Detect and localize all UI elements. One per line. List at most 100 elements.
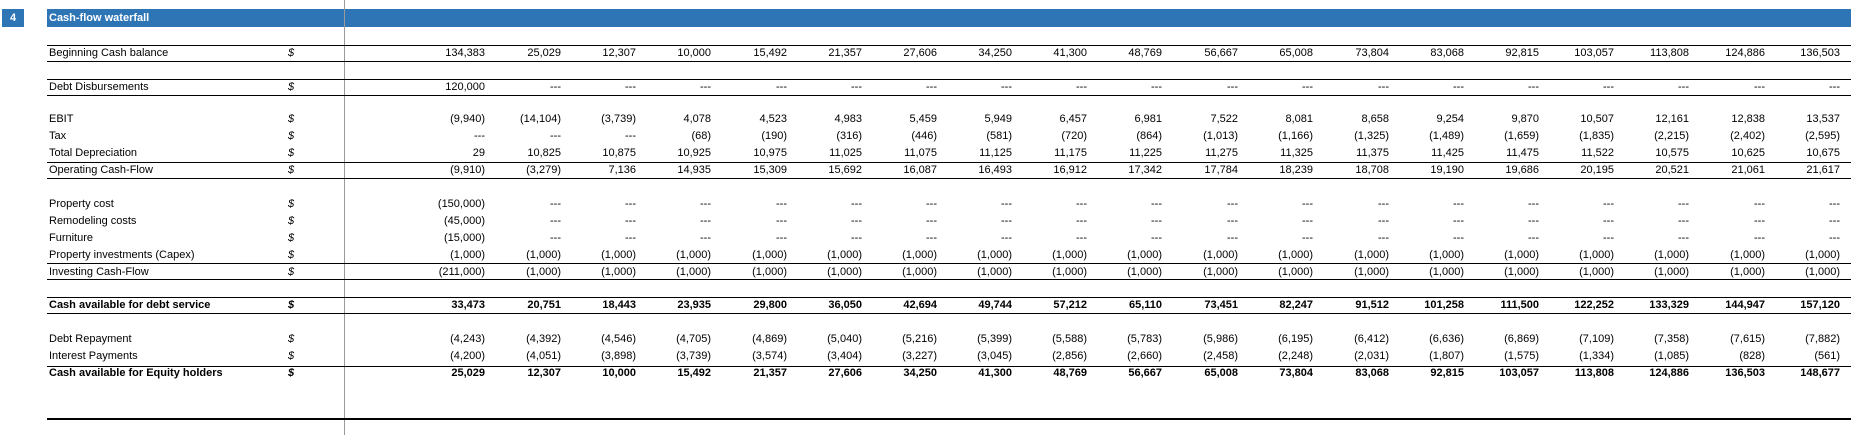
rule: [47, 79, 1851, 80]
value-cell: (7,882): [1805, 333, 1840, 345]
table-row-interest-payments: Interest Payments $ (4,200) (4,051) (3,898) (…: [0, 348, 1851, 364]
table-row-total-depreciation: Total Depreciation $29 10,825 10,875 10,925 1…: [0, 145, 1851, 161]
value-cell: 27,606: [903, 47, 937, 59]
row-label: Beginning Cash balance: [49, 47, 169, 59]
value-cell: ---: [1528, 215, 1539, 227]
value-cell: ---: [1678, 232, 1689, 244]
value-cell: (2,402): [1730, 130, 1765, 142]
value-cell: (5,588): [1052, 333, 1087, 345]
value-cell: 11,125: [979, 147, 1012, 159]
rule: [47, 45, 1851, 46]
value-cell: 113,808: [1650, 47, 1689, 59]
table-row-furniture: Furniture $ (15,000) --- --- --- --- --- --- --- -…: [0, 230, 1851, 246]
value-cell: 33,473: [451, 299, 485, 311]
value-cell: (1,000): [977, 266, 1012, 278]
value-cell: 11,375: [1356, 147, 1389, 159]
currency-symbol: $: [288, 350, 295, 362]
value-cell: (2,031): [1354, 350, 1389, 362]
value-cell: ---: [1528, 198, 1539, 210]
value-cell: (828): [1739, 350, 1765, 362]
value-cell: (6,195): [1278, 333, 1313, 345]
row-label: Cash available for debt service: [49, 299, 211, 311]
value-cell: ---: [1528, 81, 1539, 93]
value-cell: ---: [1453, 198, 1464, 210]
value-cell: ---: [1829, 198, 1840, 210]
value-cell: ---: [1151, 215, 1162, 227]
value-cell: (1,000): [676, 266, 711, 278]
value-cell: 12,307: [527, 367, 561, 379]
value-cell: 6,981: [1134, 113, 1162, 125]
value-cell: 11,275: [1205, 147, 1238, 159]
value-cell: (45,000): [444, 215, 485, 227]
rule: [47, 61, 1851, 62]
row-label: Investing Cash-Flow: [49, 266, 149, 278]
value-cell: 4,983: [834, 113, 862, 125]
value-cell: ---: [550, 232, 561, 244]
value-cell: 10,875: [602, 147, 636, 159]
value-cell: 113,808: [1574, 367, 1614, 379]
value-cell: (1,000): [526, 249, 561, 261]
value-cell: ---: [550, 81, 561, 93]
value-cell: (1,166): [1278, 130, 1313, 142]
value-cell: 65,110: [1128, 299, 1162, 311]
table-row-ebit: EBIT $ (9,940) (14,104) (3,739) 4,078 4,523 4,9…: [0, 111, 1851, 127]
value-cell: (2,458): [1203, 350, 1238, 362]
table-row-operating-cash-flow: Operating Cash-Flow $ (9,910) (3,279) 7,136 1…: [0, 162, 1851, 178]
value-cell: ---: [1528, 232, 1539, 244]
value-cell: 10,975: [753, 147, 787, 159]
value-cell: ---: [700, 232, 711, 244]
value-cell: (9,910): [450, 164, 485, 176]
value-cell: ---: [1001, 198, 1012, 210]
value-cell: ---: [1678, 198, 1689, 210]
value-cell: (3,739): [601, 113, 636, 125]
value-cell: 5,459: [909, 113, 937, 125]
row-label: Debt Disbursements: [49, 81, 149, 93]
value-cell: (6,869): [1504, 333, 1539, 345]
value-cell: ---: [474, 130, 485, 142]
table-row-cash-available-equity: Cash available for Equity holders $25,029…: [0, 365, 1851, 381]
value-cell: (1,489): [1429, 130, 1464, 142]
rule: [47, 162, 1851, 163]
value-cell: (7,358): [1654, 333, 1689, 345]
value-cell: (5,986): [1203, 333, 1238, 345]
value-cell: ---: [1151, 232, 1162, 244]
value-cell: 16,493: [978, 164, 1012, 176]
value-cell: ---: [1076, 215, 1087, 227]
value-cell: (1,000): [1052, 266, 1087, 278]
value-cell: (1,000): [752, 266, 787, 278]
value-cell: (1,000): [1579, 266, 1614, 278]
value-cell: 103,057: [1499, 367, 1539, 379]
value-cell: 18,708: [1355, 164, 1389, 176]
value-cell: 92,815: [1430, 367, 1464, 379]
value-cell: 10,675: [1806, 147, 1840, 159]
value-cell: 83,068: [1430, 47, 1464, 59]
value-cell: ---: [1678, 81, 1689, 93]
value-cell: (3,898): [601, 350, 636, 362]
value-cell: 65,008: [1279, 47, 1313, 59]
value-cell: 29: [472, 147, 485, 159]
value-cell: 21,357: [828, 47, 862, 59]
value-cell: 136,503: [1725, 367, 1765, 379]
value-cell: ---: [851, 232, 862, 244]
value-cell: ---: [1227, 81, 1238, 93]
value-cell: 73,451: [1204, 299, 1238, 311]
row-label: Cash available for Equity holders: [49, 367, 223, 379]
value-cell: (1,000): [676, 249, 711, 261]
rule: [47, 263, 1851, 264]
currency-symbol: $: [288, 81, 295, 93]
value-cell: (5,783): [1127, 333, 1162, 345]
value-cell: (720): [1061, 130, 1087, 142]
currency-symbol: $: [288, 130, 295, 142]
value-cell: (3,227): [902, 350, 937, 362]
value-cell: (1,000): [902, 266, 937, 278]
value-cell: (1,000): [977, 249, 1012, 261]
value-cell: 56,667: [1204, 47, 1238, 59]
value-cell: 65,008: [1204, 367, 1238, 379]
value-cell: 10,507: [1580, 113, 1614, 125]
value-cell: ---: [926, 232, 937, 244]
value-cell: (1,000): [1127, 249, 1162, 261]
value-cell: ---: [776, 81, 787, 93]
value-cell: ---: [550, 198, 561, 210]
value-cell: 73,804: [1279, 367, 1313, 379]
value-cell: 11,075: [904, 147, 937, 159]
